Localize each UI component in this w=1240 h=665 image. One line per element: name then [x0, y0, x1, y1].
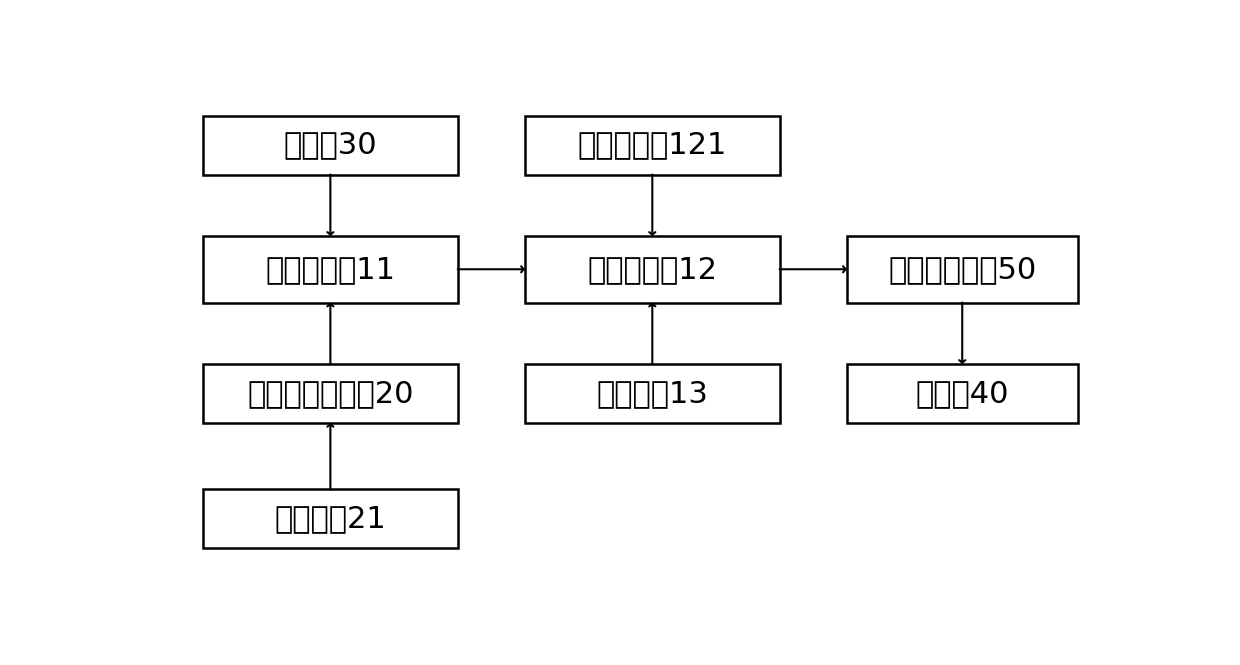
Text: 处理器40: 处理器40	[915, 379, 1009, 408]
Bar	[847, 236, 1078, 303]
Text: 控制电路21: 控制电路21	[274, 504, 386, 533]
Bar	[203, 364, 458, 423]
Text: 相位产生器11: 相位产生器11	[265, 255, 396, 284]
Text: 输出匹配单元50: 输出匹配单元50	[888, 255, 1037, 284]
Bar	[203, 489, 458, 549]
Text: 相位调制器12: 相位调制器12	[588, 255, 717, 284]
Bar	[525, 364, 780, 423]
Bar	[525, 236, 780, 303]
Text: 时钟源30: 时钟源30	[284, 130, 377, 160]
Text: 演算单元13: 演算单元13	[596, 379, 708, 408]
Bar	[525, 116, 780, 174]
Bar	[203, 116, 458, 174]
Bar	[203, 236, 458, 303]
Bar	[847, 364, 1078, 423]
Text: 调制率模块121: 调制率模块121	[578, 130, 727, 160]
Text: 展频率调节单元20: 展频率调节单元20	[247, 379, 414, 408]
